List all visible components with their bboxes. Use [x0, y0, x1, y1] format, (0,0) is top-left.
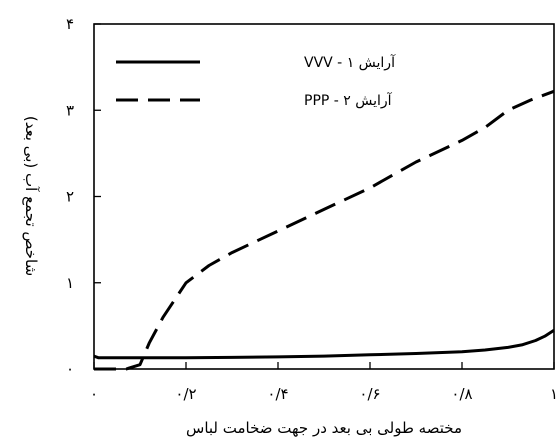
x-axis-title: مختصه طولی بی بعد در جهت ضخامت لباس	[186, 419, 462, 437]
tick-layer: ۰ ۰/۲ ۰/۴ ۰/۶ ۰/۸ ۱ ۰ ۱ ۲ ۳ ۴	[66, 15, 558, 403]
x-tick-label: ۰/۴	[267, 385, 288, 403]
y-axis-title: شاخص تجمع آب (بی بعد)	[22, 116, 40, 276]
y-tick-label: ۴	[66, 15, 74, 33]
series-line-1	[93, 328, 555, 360]
x-tick-label: ۱	[550, 385, 558, 403]
legend-label-1: آرایش ۱ - VVV	[304, 54, 396, 71]
x-tick-label: ۰/۶	[359, 385, 380, 403]
y-tick-label: ۳	[66, 101, 74, 119]
x-tick-label: ۰/۸	[451, 385, 472, 403]
y-tick-label: ۲	[66, 188, 74, 206]
x-tick-label: ۰	[90, 385, 98, 403]
y-tick-label: ۱	[66, 274, 74, 292]
x-tick-label: ۰/۲	[175, 385, 196, 403]
legend: آرایش ۱ - VVV آرایش ۲ - PPP	[116, 54, 396, 109]
series-line-2	[94, 89, 555, 371]
legend-label-2: آرایش ۲ - PPP	[304, 92, 393, 109]
series-layer	[93, 89, 555, 371]
y-tick-label: ۰	[66, 360, 74, 378]
